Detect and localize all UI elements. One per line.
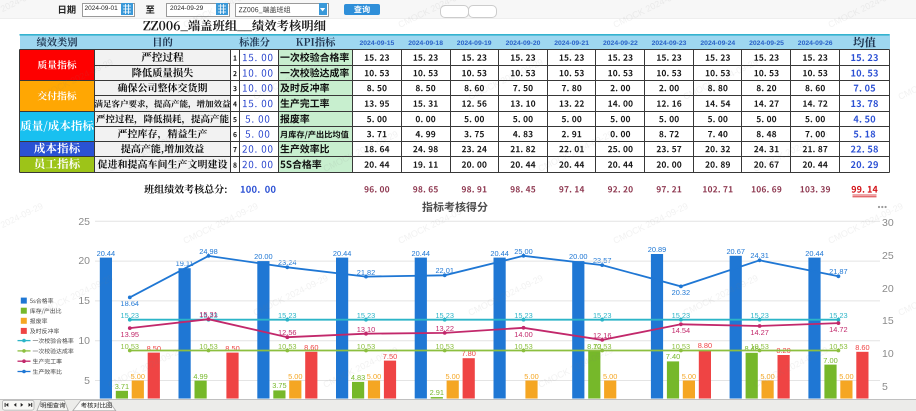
svg-text:CMOCK 2024-09-29: CMOCK 2024-09-29 bbox=[466, 273, 544, 318]
svg-text:CMOCK 2024-09-29: CMOCK 2024-09-29 bbox=[181, 201, 259, 246]
svg-text:CMOCK 2024-09-29: CMOCK 2024-09-29 bbox=[896, 273, 916, 318]
svg-text:CMOCK 2024-09-29: CMOCK 2024-09-29 bbox=[681, 273, 759, 318]
svg-text:CMOCK 2024-09-29: CMOCK 2024-09-29 bbox=[396, 201, 474, 246]
svg-text:CMOCK 2024-09-29: CMOCK 2024-09-29 bbox=[896, 57, 916, 102]
svg-text:CMOCK 2024-09-29: CMOCK 2024-09-29 bbox=[611, 201, 689, 246]
svg-text:CMOCK 2024-09-29: CMOCK 2024-09-29 bbox=[536, 345, 614, 390]
